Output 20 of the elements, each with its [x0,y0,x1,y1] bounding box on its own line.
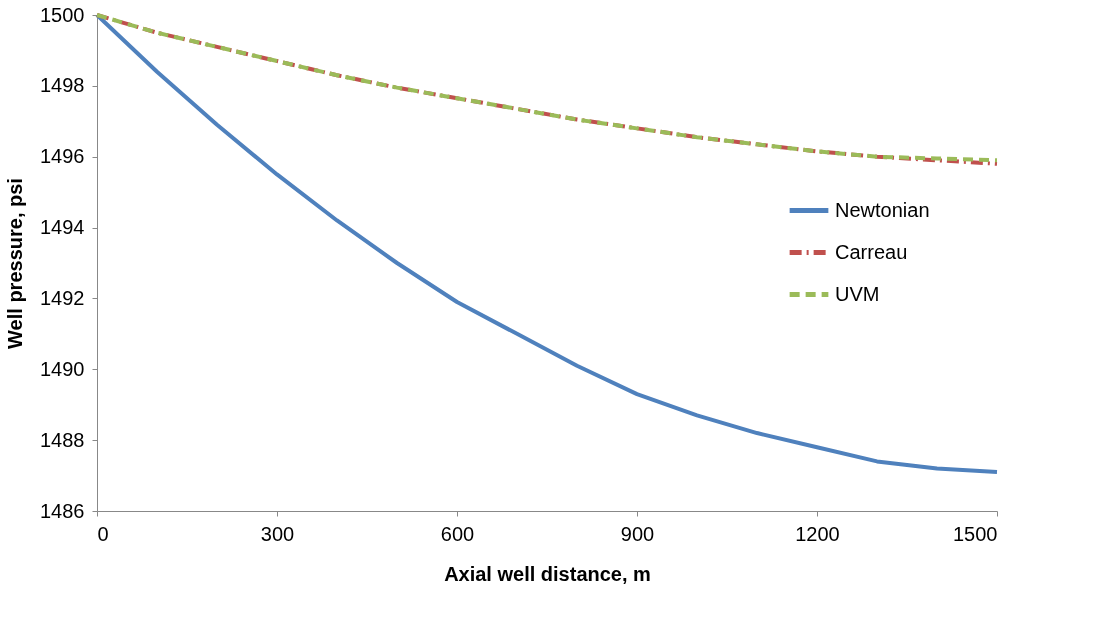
x-tick-label: 1500 [953,522,998,545]
y-tick-label: 1490 [40,357,85,380]
y-tick-label: 1496 [40,145,85,168]
x-axis-title: Axial well distance, m [444,562,651,585]
legend-label: Carreau [835,240,908,263]
y-tick-label: 1492 [40,286,85,309]
legend-label: Newtonian [835,198,930,221]
y-tick-label: 1498 [40,74,85,97]
y-tick-label: 1500 [40,3,85,26]
legend-label: UVM [835,282,880,305]
x-tick-label: 0 [97,522,109,545]
x-tick-label: 900 [620,522,655,545]
x-tick-label: 300 [260,522,295,545]
line-series [95,13,999,475]
y-tick-label: 1488 [40,428,85,451]
y-axis-title: Well pressure, psi [4,178,27,349]
x-tick-label: 600 [440,522,475,545]
x-tick-label: 1200 [795,522,840,545]
y-tick-label: 1494 [40,216,85,239]
y-tick-label: 1486 [40,499,85,522]
